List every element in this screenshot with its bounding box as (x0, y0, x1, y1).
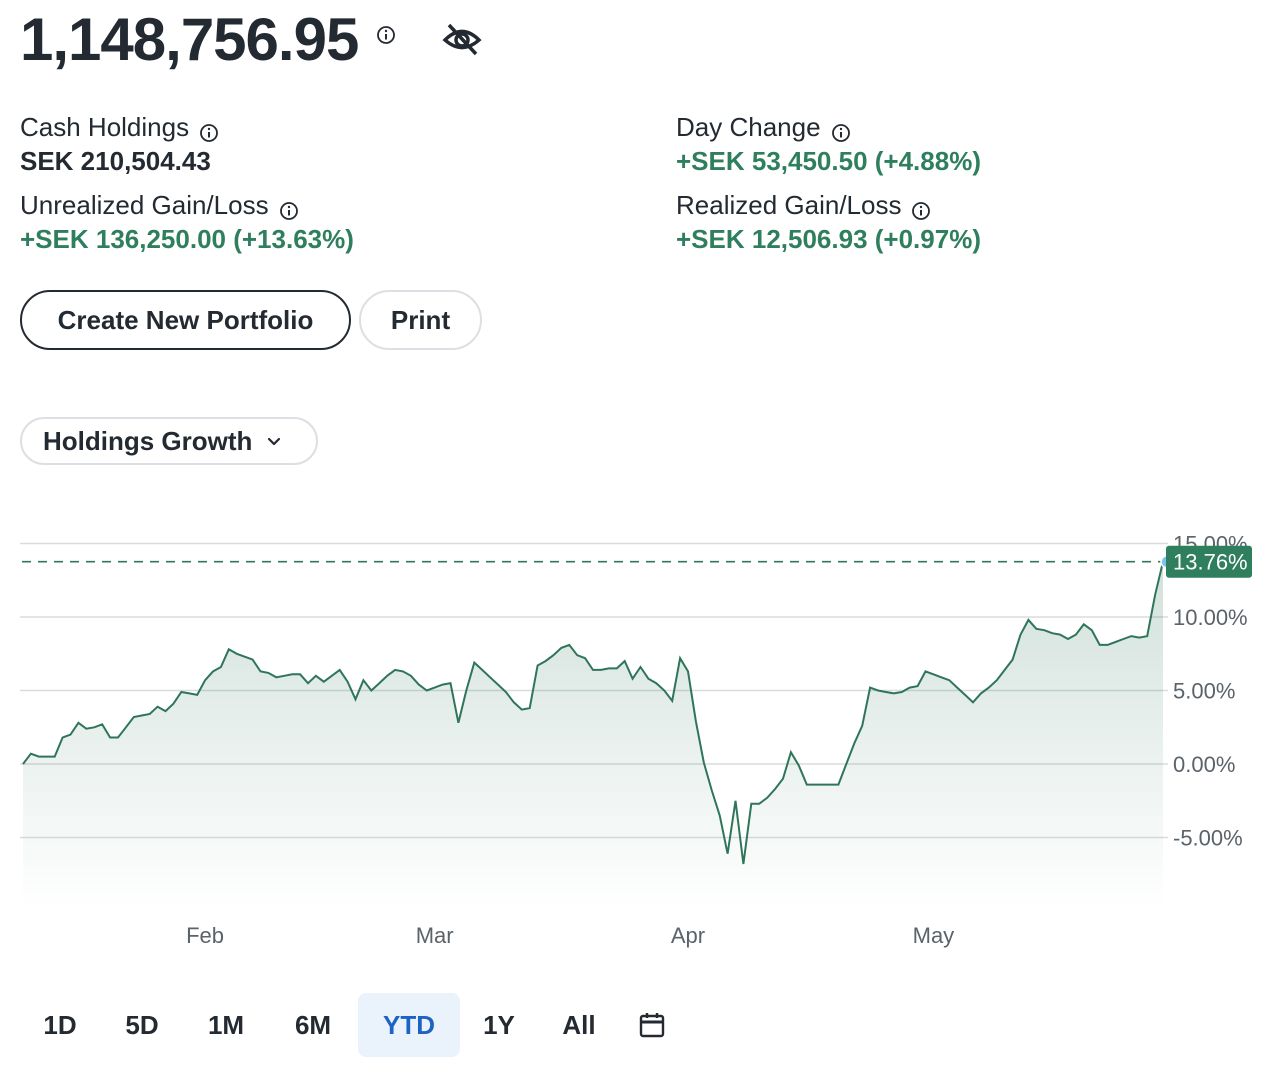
chart-line (22, 561, 1164, 865)
chevron-down-icon (266, 426, 282, 457)
calendar-icon[interactable] (620, 993, 684, 1057)
current-value-badge: 13.76% (1166, 545, 1252, 578)
cash-holdings-label: Cash Holdings (20, 112, 190, 142)
info-icon[interactable] (376, 25, 396, 45)
unrealized-label: Unrealized Gain/Loss (20, 190, 269, 220)
x-tick-label: Feb (186, 923, 224, 948)
print-button[interactable]: Print (359, 290, 482, 350)
day-change-label: Day Change (676, 112, 821, 142)
y-tick-label: -5.00% (1173, 826, 1243, 851)
info-icon[interactable] (279, 195, 299, 220)
range-ytd[interactable]: YTD (358, 993, 460, 1057)
info-icon[interactable] (831, 117, 851, 142)
unrealized-value: +SEK 136,250.00 (+13.63%) (20, 224, 354, 254)
dropdown-label: Holdings Growth (43, 425, 253, 456)
info-icon[interactable] (911, 195, 931, 220)
y-tick-label: 10.00% (1173, 605, 1248, 630)
realized-label: Realized Gain/Loss (676, 190, 902, 220)
x-axis-labels: Feb Mar Apr May (186, 923, 954, 948)
day-change: Day Change +SEK 53,450.50 (+4.88%) (676, 110, 981, 178)
chart-type-dropdown[interactable]: Holdings Growth (20, 417, 318, 465)
unrealized-gain-loss: Unrealized Gain/Loss +SEK 136,250.00 (+1… (20, 188, 354, 256)
total-value: 1,148,756.95 (20, 6, 359, 73)
realized-gain-loss: Realized Gain/Loss +SEK 12,506.93 (+0.97… (676, 188, 981, 256)
range-1y[interactable]: 1Y (483, 1009, 515, 1040)
eye-slash-icon[interactable] (442, 19, 482, 59)
x-tick-label: Mar (416, 923, 454, 948)
range-6m[interactable]: 6M (294, 1009, 332, 1040)
x-tick-label: Apr (671, 923, 705, 948)
realized-value: +SEK 12,506.93 (+0.97%) (676, 224, 981, 254)
range-1m[interactable]: 1M (207, 1009, 245, 1040)
cash-holdings: Cash Holdings SEK 210,504.43 (20, 110, 219, 178)
range-selector: 1D 5D 1M 6M YTD 1Y All (20, 993, 684, 1057)
chart-area (23, 561, 1163, 910)
range-5d[interactable]: 5D (125, 1009, 159, 1040)
holdings-growth-chart[interactable]: 15.00%10.00%5.00%0.00%-5.00% Feb Mar Apr Ma… (0, 520, 1272, 960)
y-tick-label: 0.00% (1173, 752, 1235, 777)
y-axis-labels: 15.00%10.00%5.00%0.00%-5.00% (1173, 532, 1248, 851)
range-all[interactable]: All (562, 1009, 596, 1040)
portfolio-total: 1,148,756.95 (20, 2, 482, 78)
range-1d[interactable]: 1D (43, 1009, 77, 1040)
cash-holdings-value: SEK 210,504.43 (20, 146, 211, 176)
y-tick-label: 5.00% (1173, 679, 1235, 704)
x-tick-label: May (913, 923, 955, 948)
badge-background (1166, 545, 1252, 578)
create-portfolio-button[interactable]: Create New Portfolio (20, 290, 351, 350)
badge-text: 13.76% (1173, 550, 1248, 575)
day-change-value: +SEK 53,450.50 (+4.88%) (676, 146, 981, 176)
info-icon[interactable] (199, 117, 219, 142)
